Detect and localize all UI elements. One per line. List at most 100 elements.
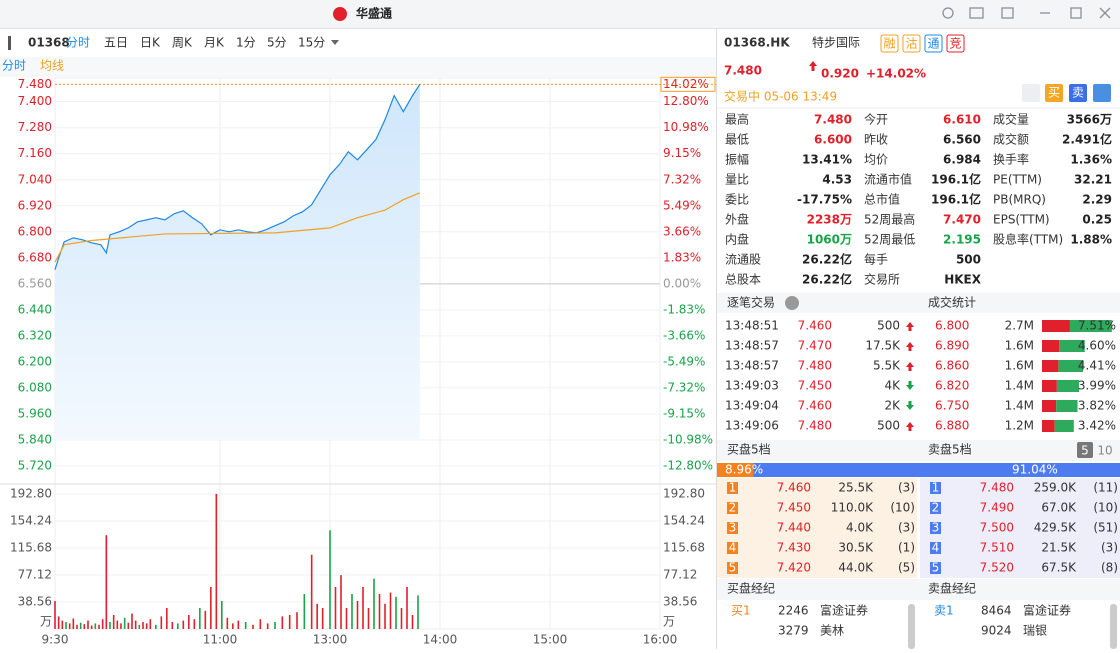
period-tab[interactable]: 1分 — [236, 36, 256, 50]
period-tab[interactable]: 日K — [140, 36, 161, 50]
pct-bar-sell — [1056, 380, 1080, 392]
subtab[interactable]: 分时 — [2, 59, 26, 73]
pct-bar-sell — [1058, 360, 1084, 372]
level: 2 — [729, 501, 737, 515]
stat-value: 13.41% — [802, 153, 852, 167]
bid-bg — [717, 478, 917, 578]
buy-btn[interactable] — [1045, 84, 1063, 102]
trade-vol: 2K — [884, 399, 901, 413]
period-tab[interactable]: 5分 — [267, 36, 287, 50]
volume-bar — [345, 608, 348, 629]
sell-btn[interactable] — [1069, 84, 1087, 102]
pct-bar-buy — [1042, 400, 1057, 412]
stat-value: 32.21 — [1074, 173, 1112, 187]
trade-price: 7.480 — [798, 419, 832, 433]
stat-pct: 3.42% — [1078, 419, 1116, 433]
volume-bar — [182, 620, 185, 629]
level: 5 — [729, 561, 737, 575]
badge-text: 竞 — [949, 37, 961, 51]
stat-label: EPS(TTM) — [993, 213, 1050, 227]
level-vol: 4.0K — [846, 521, 874, 535]
volume-bar — [281, 616, 284, 629]
period-tab[interactable]: 周K — [172, 36, 193, 50]
broker-id: 3279 — [778, 624, 809, 638]
trade-vol: 4K — [884, 379, 901, 393]
y-tick-label: 192.80 — [663, 487, 705, 501]
volume-bar — [252, 624, 254, 629]
pct-label: 10.98% — [663, 120, 709, 134]
alert-btn[interactable] — [1022, 84, 1040, 102]
volume-bar — [406, 587, 408, 629]
pct-label: 5.49% — [663, 198, 701, 212]
stat-label: 最低 — [725, 133, 749, 147]
stat-price: 6.750 — [935, 399, 969, 413]
pct-bar-sell — [1056, 400, 1078, 412]
pct-label: 9.15% — [663, 146, 701, 160]
trade-time: 13:49:06 — [725, 419, 779, 433]
stat-vol: 2.7M — [1005, 319, 1034, 333]
pct-bar-buy — [1042, 360, 1059, 372]
badge-text: 沽 — [905, 37, 917, 51]
volume-bar — [215, 493, 218, 629]
volume-bar — [65, 622, 67, 629]
y-tick-label: 115.68 — [663, 541, 705, 555]
trade-dir — [906, 322, 914, 331]
trade-vol: 500 — [877, 419, 900, 433]
x-tick-label: 13:00 — [313, 633, 348, 647]
pct-label: -12.80% — [663, 458, 713, 472]
period-tab[interactable]: 月K — [204, 36, 225, 50]
depth-tab-label: 5 — [1081, 444, 1089, 458]
subtab[interactable]: 均线 — [40, 59, 64, 73]
broker-name: 富途证券 — [1023, 603, 1071, 618]
volume-bar — [76, 624, 78, 629]
stat-value: 0.25 — [1082, 213, 1112, 227]
x-tick-label: 11:00 — [203, 633, 238, 647]
title-bar — [0, 0, 1120, 28]
volume-bar — [204, 610, 207, 629]
broker-name: 美林 — [820, 624, 844, 638]
volume-bar — [417, 595, 419, 629]
level-count: (3) — [898, 481, 915, 495]
dropdown[interactable] — [331, 40, 339, 45]
volume-bar — [94, 623, 97, 629]
trade-price: 7.450 — [798, 379, 832, 393]
window-controls[interactable] — [942, 7, 1111, 19]
pct-label: -10.98% — [663, 432, 713, 446]
badge — [946, 34, 965, 53]
trade-time: 13:48:57 — [725, 359, 779, 373]
level-price: 7.430 — [777, 541, 811, 555]
volume-bar — [237, 620, 240, 629]
logo — [333, 7, 347, 21]
level-badge — [930, 542, 941, 554]
period-tab[interactable]: 15分 — [298, 36, 325, 50]
volume-bar — [166, 608, 168, 629]
volume-bar — [259, 619, 262, 629]
depth-tab[interactable] — [1077, 442, 1093, 458]
y-tick-label: 38.56 — [663, 595, 697, 609]
volume-bar — [316, 603, 318, 629]
broker-level: 卖1 — [934, 604, 954, 618]
level-count: (10) — [1093, 501, 1118, 515]
stat-label: 最高 — [725, 112, 749, 127]
volume-bar — [145, 623, 148, 629]
subtab-bar — [0, 57, 716, 77]
volume-bar — [310, 554, 313, 629]
volume-bar — [68, 623, 71, 629]
period-tab[interactable]: 五日 — [104, 36, 128, 50]
stat-value: 1060万 — [807, 233, 852, 247]
pct-label: -5.49% — [663, 354, 705, 368]
menu-btn[interactable] — [1093, 84, 1111, 102]
pct-label: 14.02% — [663, 77, 709, 91]
section-title: 买盘经纪 — [727, 581, 775, 596]
unit-label: 万 — [40, 615, 52, 629]
y-tick-label: 7.160 — [18, 146, 52, 160]
stat-value: 26.22亿 — [802, 272, 852, 287]
period-tab[interactable]: 分时 — [66, 36, 90, 50]
stat-label: 委比 — [725, 193, 749, 207]
volume-bar — [90, 625, 93, 629]
level-count: (11) — [1093, 481, 1118, 495]
broker-name: 富途证券 — [820, 603, 868, 618]
volume-bar — [303, 594, 306, 629]
stock-code: 01368 — [28, 36, 70, 50]
pct-bar-buy — [1042, 380, 1057, 392]
